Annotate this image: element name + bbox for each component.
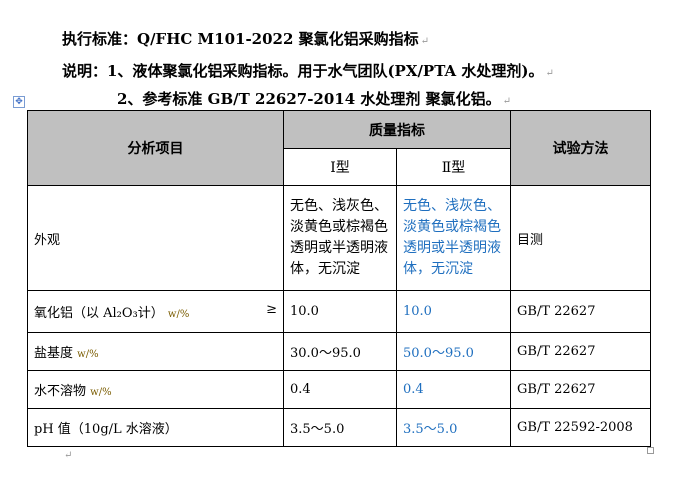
header-quality: 质量指标	[283, 110, 511, 149]
table-row: 水不溶物 w/% 0.4 0.4 GB/T 22627	[27, 370, 651, 409]
title-line: 执行标准：Q/FHC M101-2022 聚氯化铝采购指标 ↵	[62, 30, 430, 48]
table-row: 外观 无色、浅灰色、淡黄色或棕褐色透明或半透明液体，无沉淀 无色、浅灰色、淡黄色…	[27, 185, 651, 291]
table-move-handle-icon[interactable]: ✥	[13, 96, 25, 108]
paragraph-mark-icon: ↵	[64, 450, 73, 461]
table-row: pH 值（10g/L 水溶液） 3.5～5.0 3.5～5.0 GB/T 225…	[27, 408, 651, 447]
note-line-2: 2、参考标准 GB/T 22627-2014 水处理剂 聚氯化铝。 ↵	[117, 90, 512, 108]
spec-table: 分析项目 质量指标 试验方法 Ⅰ型 Ⅱ型 外观 无色、浅灰色、淡黄色或棕褐色透明…	[27, 110, 651, 447]
header-type2: Ⅱ型	[396, 148, 511, 186]
header-method: 试验方法	[510, 110, 651, 186]
header-type1: Ⅰ型	[283, 148, 397, 186]
table-row: 氧化铝（以 Al₂O₃计） w/% ≥ 10.0 10.0 GB/T 22627	[27, 290, 651, 333]
note-line-1: 说明：1、液体聚氯化铝采购指标。用于水气团队(PX/PTA 水处理剂)。 ↵	[62, 62, 554, 80]
paragraph-mark-icon: ↵	[545, 68, 554, 79]
paragraph-mark-icon: ↵	[502, 96, 512, 107]
paragraph-mark-icon: ↵	[420, 36, 430, 47]
header-item: 分析项目	[27, 110, 284, 186]
table-resize-handle-icon[interactable]	[647, 447, 654, 454]
table-row: 盐基度 w/% 30.0～95.0 50.0～95.0 GB/T 22627	[27, 332, 651, 371]
